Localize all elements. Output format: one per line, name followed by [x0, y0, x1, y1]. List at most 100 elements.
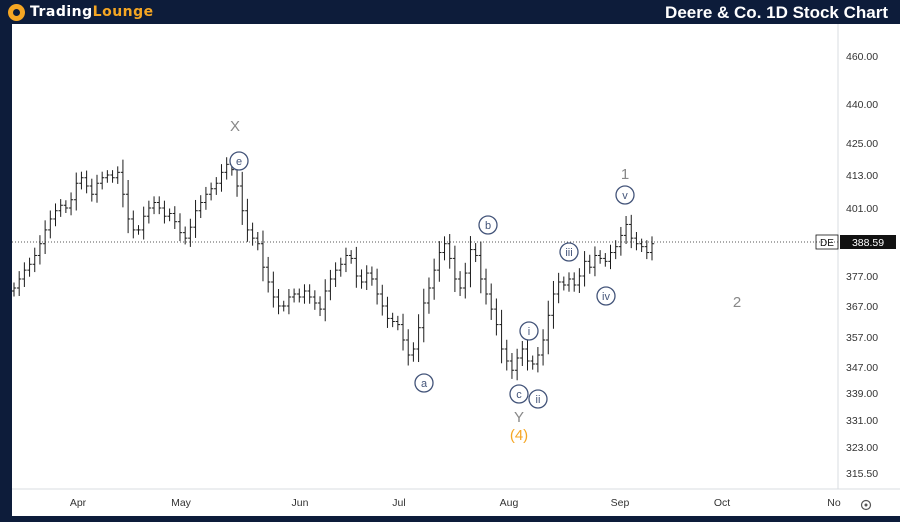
chart-title: Deere & Co. 1D Stock Chart [665, 3, 888, 22]
price-chart-svg[interactable]: 460.00 440.00 425.00 413.00 401.00 DE 388.59 37… [11, 24, 900, 516]
wave-label-iv-circle [596, 286, 616, 306]
ohlc-bar [613, 240, 618, 260]
ohlc-bar [421, 288, 426, 343]
ohlc-bar [74, 172, 79, 211]
ohlc-bar [162, 200, 167, 224]
ohlc-bar [535, 347, 541, 373]
ohlc-bar [255, 232, 260, 251]
ohlc-bar [208, 182, 214, 201]
ohlc-bar [473, 243, 478, 263]
axis-layer: 460.00 440.00 425.00 413.00 401.00 DE 388.59 37… [12, 24, 900, 511]
ohlc-bar [99, 171, 105, 190]
x-tick-label: May [171, 497, 192, 509]
wave-label-X: X [230, 118, 240, 135]
ohlc-bar [463, 262, 468, 299]
ohlc-bar [193, 199, 198, 238]
ohlc-bar [157, 196, 162, 215]
ohlc-bar [312, 290, 318, 310]
wave-label-a: a [421, 378, 428, 390]
ohlc-bar [297, 288, 302, 303]
symbol-tag-box [815, 234, 839, 250]
ohlc-bar [79, 171, 84, 190]
ohlc-bar [452, 245, 458, 293]
ohlc-bar [317, 296, 323, 317]
ohlc-bar [587, 254, 592, 274]
ohlc-bar [494, 298, 499, 336]
ohlc-bar [623, 216, 629, 244]
y-tick-label: 323.00 [846, 442, 878, 454]
ohlc-bar [141, 206, 146, 240]
ohlc-bar [509, 353, 515, 379]
ohlc-bar [426, 277, 432, 314]
ohlc-bar [406, 329, 411, 366]
y-tick-label: 377.00 [846, 271, 878, 283]
y-tick-label: 460.00 [846, 51, 878, 63]
ohlc-bar [483, 268, 489, 305]
wave-label-iii: iii [565, 247, 572, 259]
logo-mark-icon [8, 3, 25, 21]
wave-label-b: b [485, 220, 491, 232]
ohlc-bar [644, 240, 650, 260]
ohlc-bar [348, 250, 354, 264]
ohlc-bar [250, 222, 255, 246]
ohlc-bar [271, 271, 276, 308]
ohlc-bar [63, 200, 69, 213]
wave-label-v: v [622, 190, 628, 202]
ohlc-bar [338, 257, 343, 277]
ohlc-bar [546, 300, 551, 355]
ohlc-bar [105, 170, 110, 183]
ohlc-bar [203, 186, 209, 210]
ohlc-bar [530, 355, 535, 370]
ohlc-bar [89, 178, 95, 202]
wave-label-a-circle [414, 373, 434, 393]
ohlc-bar [489, 283, 494, 320]
ohlc-bar [302, 284, 307, 304]
chart-area[interactable]: 460.00 440.00 425.00 413.00 401.00 DE 388.59 37… [11, 24, 900, 516]
ohlc-bar [639, 238, 644, 253]
ohlc-bar [177, 213, 183, 242]
x-tick-label: Oct [714, 497, 730, 509]
ohlc-bar [53, 203, 58, 227]
ohlc-bar [395, 315, 401, 331]
y-tick-label: 413.00 [846, 170, 878, 182]
ohlc-bar [540, 329, 546, 366]
ohlc-bar [136, 225, 141, 235]
ohlc-bar [146, 200, 152, 224]
ohlc-bar [115, 166, 120, 184]
ohlc-bar [281, 300, 286, 312]
ohlc-bar [437, 241, 442, 282]
ohlc-bar [577, 268, 582, 293]
y-tick-label: 339.00 [846, 388, 878, 400]
ohlc-bars-layer [11, 157, 655, 381]
ohlc-bar [42, 220, 48, 254]
ohlc-bar [561, 276, 567, 291]
ohlc-bar [323, 279, 328, 322]
ohlc-bar [333, 262, 338, 287]
ohlc-bar [131, 210, 136, 239]
ohlc-bar [442, 236, 447, 261]
ohlc-bar [307, 284, 312, 304]
x-tick-label: No [827, 497, 841, 509]
settings-gear-icon[interactable] [860, 499, 872, 511]
wave-label-c-circle [509, 384, 529, 404]
y-tick-label: 388.59 [852, 237, 884, 249]
y-tick-label: 331.00 [846, 415, 878, 427]
ohlc-bar [551, 280, 556, 329]
ohlc-bar [151, 196, 157, 215]
ohlc-bar [514, 348, 520, 381]
ohlc-bar [447, 234, 452, 269]
wave-label-4: (4) [510, 427, 528, 444]
wave-label-e-circle [229, 151, 249, 171]
ohlc-bar [520, 341, 525, 366]
ohlc-bar [457, 271, 463, 296]
logo-text: TradingLounge [30, 4, 154, 20]
ohlc-bar [411, 342, 416, 362]
ohlc-bar [245, 198, 250, 242]
ohlc-bar [468, 236, 473, 288]
ohlc-bar [219, 164, 224, 192]
ohlc-bar [343, 247, 349, 273]
ohlc-bar [276, 289, 281, 315]
ohlc-bar [499, 309, 504, 364]
ohlc-bar [416, 314, 421, 363]
